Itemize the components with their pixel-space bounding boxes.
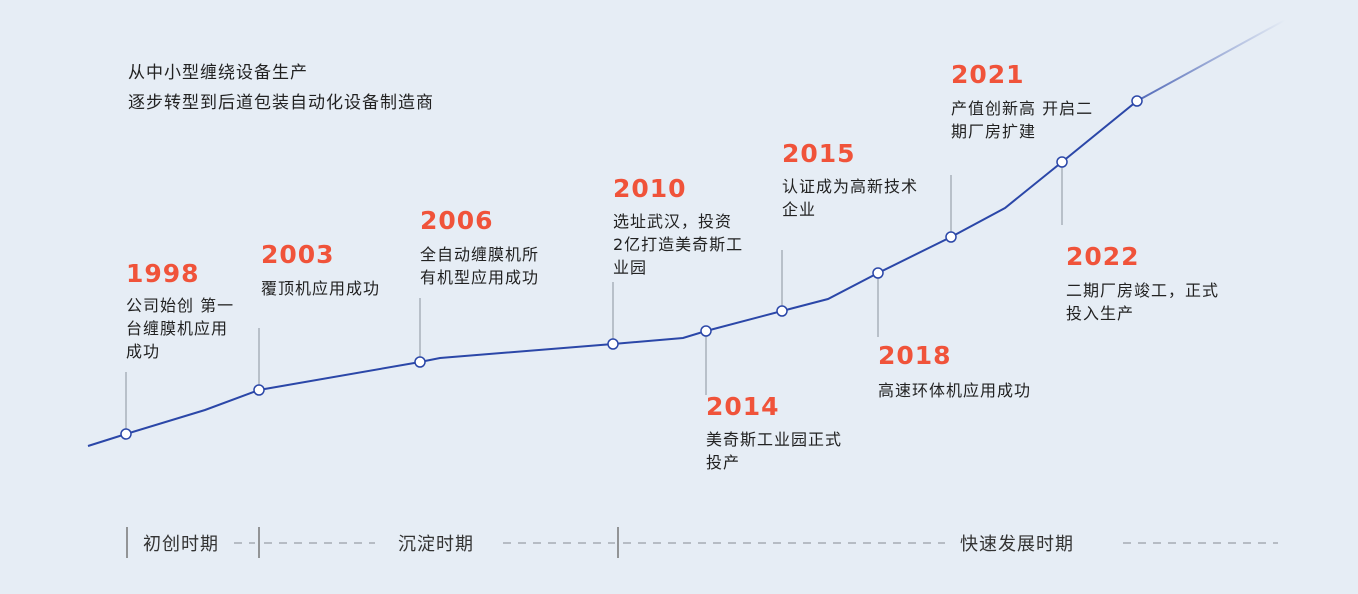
- period-accumulation: 沉淀时期: [398, 534, 474, 555]
- event-desc-2010: 选址武汉，投资 2亿打造美奇斯工 业园: [613, 212, 744, 277]
- growth-line-fade: [1136, 19, 1286, 102]
- event-desc-1998: 公司始创 第一 台缠膜机应用 成功: [126, 296, 235, 361]
- marker-2022: [1056, 156, 1068, 168]
- event-desc-2003: 覆顶机应用成功: [261, 279, 381, 298]
- marker-2018: [872, 267, 884, 279]
- year-2006: 2006: [420, 206, 494, 235]
- period-rapid-growth: 快速发展时期: [960, 534, 1074, 555]
- year-2018: 2018: [878, 341, 952, 370]
- marker-2014: [700, 325, 712, 337]
- year-2014: 2014: [706, 392, 780, 421]
- event-desc-2021: 产值创新高 开启二 期厂房扩建: [951, 99, 1094, 141]
- event-stems: [125, 166, 1063, 430]
- intro-line-2: 逐步转型到后道包装自动化设备制造商: [128, 93, 434, 113]
- event-desc-2006: 全自动缠膜机所 有机型应用成功: [420, 245, 540, 287]
- event-desc-2014: 美奇斯工业园正式 投产: [706, 430, 843, 472]
- year-2021: 2021: [951, 60, 1025, 89]
- marker-2003: [253, 384, 265, 396]
- event-desc-2015: 认证成为高新技术 企业: [782, 177, 919, 219]
- year-2003: 2003: [261, 240, 335, 269]
- marker-end: [1131, 95, 1143, 107]
- marker-2010: [607, 338, 619, 350]
- year-1998: 1998: [126, 259, 200, 288]
- event-desc-2022: 二期厂房竣工，正式 投入生产: [1066, 281, 1220, 323]
- year-2010: 2010: [613, 174, 687, 203]
- marker-2021: [945, 231, 957, 243]
- period-dividers: [126, 527, 619, 558]
- intro-line-1: 从中小型缠绕设备生产: [128, 63, 308, 83]
- marker-2015: [776, 305, 788, 317]
- growth-line: [87, 100, 1138, 447]
- year-2022: 2022: [1066, 242, 1140, 271]
- marker-2006: [414, 356, 426, 368]
- year-2015: 2015: [782, 139, 856, 168]
- period-founding: 初创时期: [143, 534, 219, 555]
- marker-1998: [120, 428, 132, 440]
- event-desc-2018: 高速环体机应用成功: [878, 381, 1032, 400]
